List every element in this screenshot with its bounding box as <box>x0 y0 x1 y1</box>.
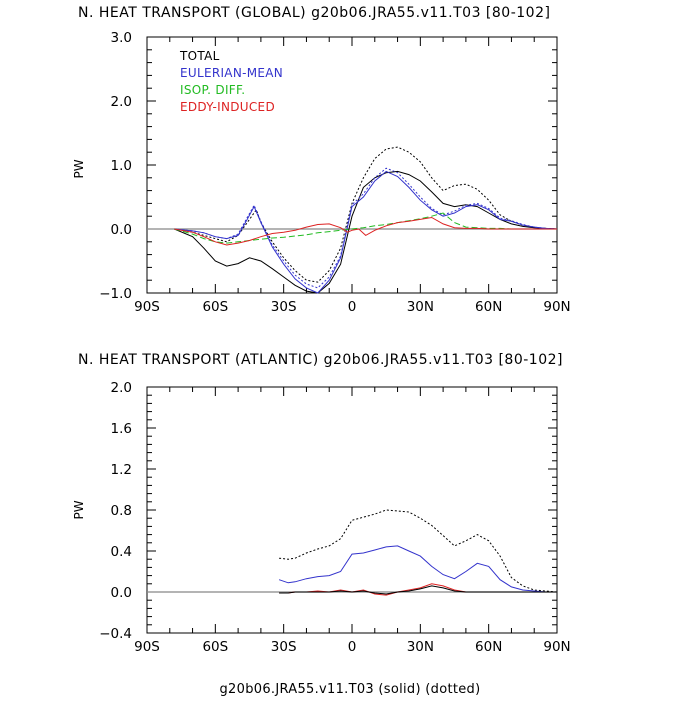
x-tick-label: 60S <box>202 639 228 655</box>
x-tick-label: 0 <box>348 299 357 315</box>
x-tick-labels-atlantic: 90S 60S 30S 0 30N 60N 90N <box>134 639 571 655</box>
y-tick-labels-atlantic: −0.4 0.0 0.4 0.8 1.2 1.6 2.0 <box>99 380 132 642</box>
x-tick-label: 30N <box>407 639 434 655</box>
x-tick-label: 60S <box>202 299 228 315</box>
y-tick-label: −1.0 <box>99 286 132 302</box>
y-axis-label-global: PW <box>72 159 86 178</box>
x-tick-label: 30S <box>271 299 297 315</box>
y-tick-labels-global: −1.0 0.0 1.0 2.0 3.0 <box>99 30 132 302</box>
series-line-total-solid <box>174 170 558 294</box>
y-tick-label: 1.2 <box>111 462 132 478</box>
chart-title-global: N. HEAT TRANSPORT (GLOBAL) g20b06.JRA55.… <box>78 5 550 21</box>
ticks-global <box>146 36 558 294</box>
footer-caption: g20b06.JRA55.v11.T03 (solid) (dotted) <box>220 682 481 697</box>
legend-entry: EULERIAN-MEAN <box>180 66 283 80</box>
x-tick-labels-global: 90S 60S 30S 0 30N 60N 90N <box>134 299 571 315</box>
legend-entry: TOTAL <box>179 49 220 63</box>
y-tick-label: 1.6 <box>111 421 132 437</box>
series-line-eddy-induced-solid <box>174 216 557 246</box>
ticks-atlantic <box>146 386 558 634</box>
plot-frame-atlantic <box>146 386 558 634</box>
x-tick-label: 90N <box>543 639 570 655</box>
legend-global: TOTAL EULERIAN-MEAN ISOP. DIFF. EDDY-INDUCE… <box>179 49 283 114</box>
legend-entry: EDDY-INDUCED <box>180 100 275 114</box>
x-tick-label: 30N <box>407 299 434 315</box>
chart-title-atlantic: N. HEAT TRANSPORT (ATLANTIC) g20b06.JRA5… <box>78 352 563 368</box>
x-tick-label: 90N <box>543 299 570 315</box>
series-line-total-dotted <box>174 146 558 283</box>
series-line-total-solid <box>279 585 557 595</box>
x-tick-label: 90S <box>134 299 160 315</box>
series-line-total-dotted <box>279 509 558 593</box>
series-atlantic <box>147 509 558 596</box>
y-tick-label: 1.0 <box>111 158 132 174</box>
y-tick-label: 0.0 <box>111 585 132 601</box>
y-axis-label-atlantic: PW <box>72 500 86 519</box>
y-tick-label: 2.0 <box>111 94 132 110</box>
atlantic-heat-transport-chart: N. HEAT TRANSPORT (ATLANTIC) g20b06.JRA5… <box>72 352 571 655</box>
y-tick-label: 3.0 <box>111 30 132 46</box>
series-line-eulerian-mean-solid <box>278 545 557 593</box>
y-tick-label: 2.0 <box>111 380 132 396</box>
series-line-eulerian-mean-solid <box>174 170 558 294</box>
y-tick-label: 0.4 <box>111 544 132 560</box>
x-tick-label: 0 <box>348 639 357 655</box>
y-tick-label: 0.8 <box>111 503 132 519</box>
series-line-eulerian-mean-dotted <box>174 167 558 289</box>
y-tick-label: 0.0 <box>111 222 132 238</box>
x-tick-label: 60N <box>475 639 502 655</box>
series-global <box>147 146 558 294</box>
y-tick-label: −0.4 <box>99 626 132 642</box>
series-line-isop-diff-dashed <box>174 212 557 244</box>
global-heat-transport-chart: N. HEAT TRANSPORT (GLOBAL) g20b06.JRA55.… <box>72 5 571 315</box>
legend-entry: ISOP. DIFF. <box>180 83 245 97</box>
x-tick-label: 60N <box>475 299 502 315</box>
x-tick-label: 90S <box>134 639 160 655</box>
x-tick-label: 30S <box>271 639 297 655</box>
